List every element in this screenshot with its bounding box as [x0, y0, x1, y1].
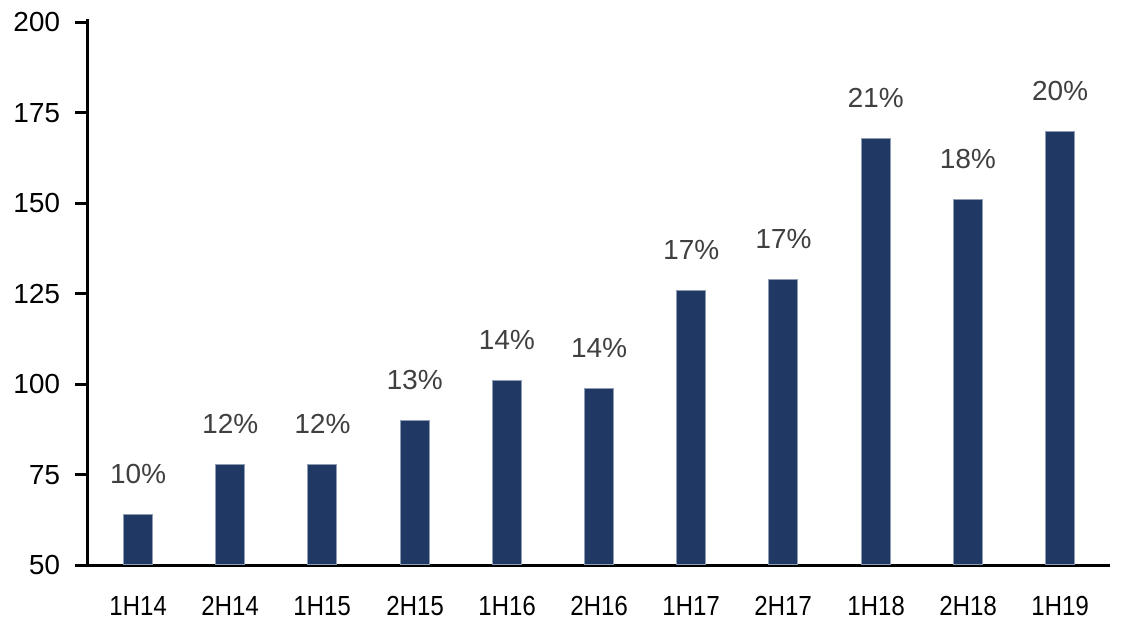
- bar-1h19: [1045, 130, 1075, 565]
- y-tick-mark: [75, 563, 87, 567]
- y-tick-label: 50: [28, 549, 60, 580]
- x-tick-label: 1H17: [662, 590, 720, 621]
- bar-1h14: [123, 514, 153, 565]
- y-tick-label: 175: [13, 96, 60, 128]
- bar-2h18: [952, 199, 983, 565]
- x-tick-label: 2H17: [754, 590, 813, 621]
- bar-data-label: 21%: [847, 81, 904, 113]
- x-tick-label: 1H19: [1031, 590, 1089, 621]
- y-tick-mark: [75, 292, 87, 295]
- y-tick-label: 200: [13, 6, 60, 37]
- x-tick-label: 2H16: [570, 590, 628, 621]
- y-axis-line: [86, 19, 89, 567]
- y-tick-mark: [75, 20, 87, 24]
- bar-data-label: 12%: [202, 407, 259, 439]
- x-tick-label: 1H14: [109, 590, 167, 621]
- x-axis-line: [86, 564, 1110, 567]
- x-tick-label: 1H18: [846, 590, 905, 621]
- x-tick-label: 2H14: [201, 590, 259, 621]
- bar-2h17: [768, 279, 799, 565]
- bar-data-label: 17%: [663, 233, 720, 265]
- bar-2h14: [215, 463, 246, 565]
- bar-data-label: 17%: [755, 223, 812, 255]
- bar-data-label: 18%: [939, 143, 996, 175]
- y-tick-label: 100: [13, 368, 60, 399]
- bar-2h15: [399, 420, 430, 565]
- y-tick-label: 125: [13, 277, 60, 309]
- bar-data-label: 10%: [109, 458, 167, 490]
- y-tick-label: 75: [28, 458, 60, 490]
- bar-2h16: [584, 387, 614, 565]
- bar-data-label: 14%: [478, 324, 535, 356]
- y-tick-label: 150: [13, 187, 60, 218]
- bar-1h17: [676, 289, 707, 565]
- y-tick-mark: [75, 382, 87, 386]
- x-tick-label: 1H15: [293, 590, 352, 621]
- bar-data-label: 12%: [294, 407, 351, 439]
- bar-data-label: 20%: [1031, 74, 1089, 106]
- y-tick-mark: [75, 473, 87, 476]
- x-tick-label: 2H15: [385, 590, 444, 621]
- x-tick-label: 2H18: [939, 590, 997, 621]
- bar-1h15: [307, 463, 338, 565]
- bar-data-label: 13%: [386, 364, 443, 396]
- bar-1h16: [491, 380, 522, 565]
- y-tick-mark: [75, 201, 87, 205]
- y-tick-mark: [75, 111, 87, 114]
- x-tick-label: 1H16: [478, 590, 536, 621]
- bar-1h18: [860, 137, 891, 565]
- bar-data-label: 14%: [570, 331, 628, 363]
